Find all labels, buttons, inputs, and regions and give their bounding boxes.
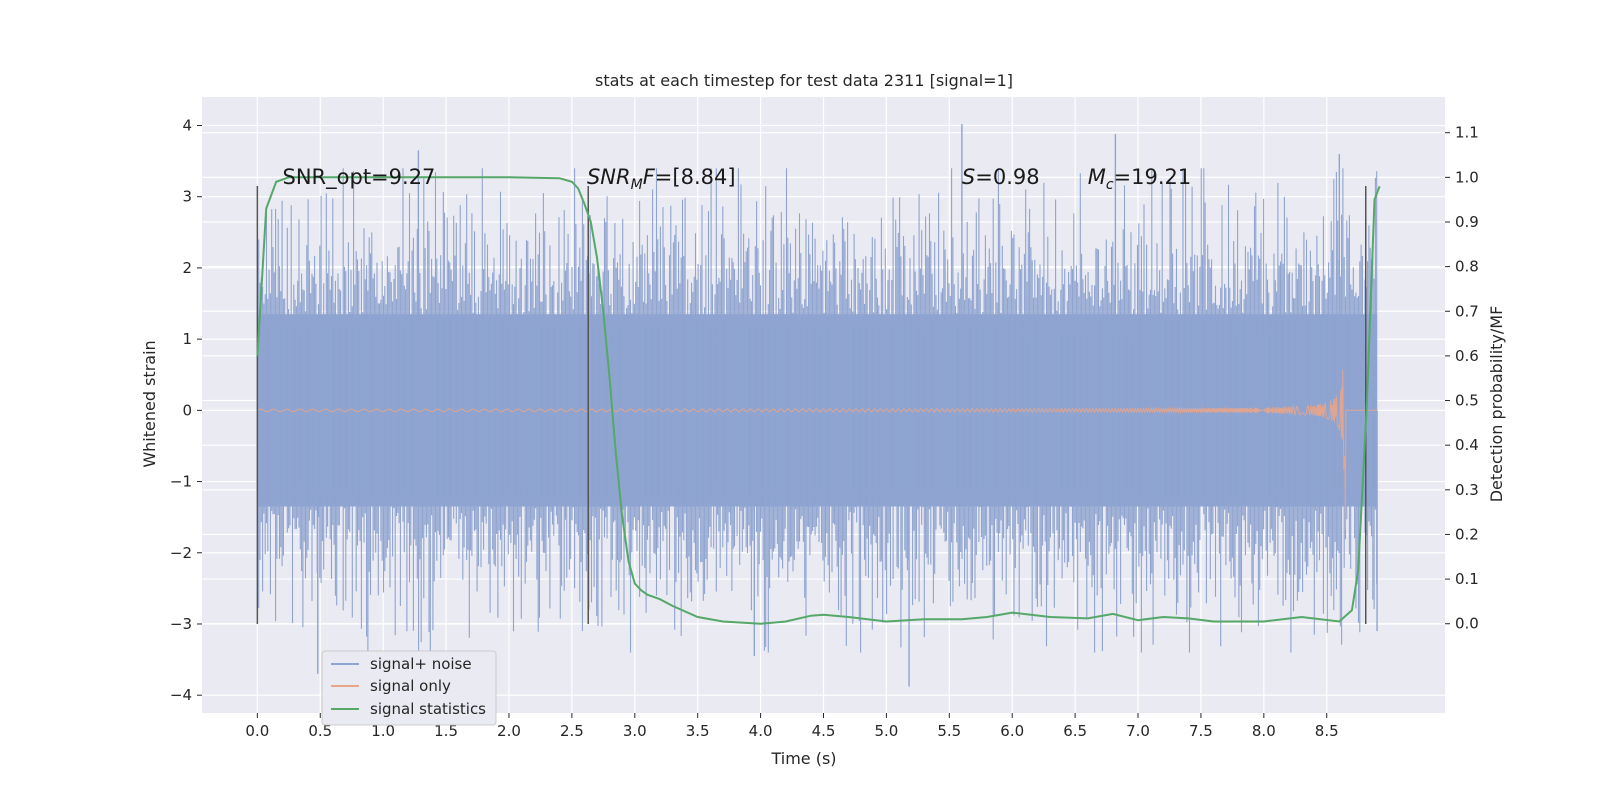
- series-signal-only: [257, 369, 1378, 530]
- x-tick-label-7: 3.5: [686, 722, 710, 740]
- x-axis-ticks: 0.0 0.5 1.0 1.5 2.0 2.5 3.0 3.5 4.0 4.5 5.0 5.5 6.0 6…: [245, 713, 1339, 740]
- x-tick-label-5: 2.5: [560, 722, 584, 740]
- x-tick-label-9: 4.5: [812, 722, 836, 740]
- legend-box: [321, 650, 497, 726]
- y-axis-ticks: −4 −3 −2 −1 0 1 2 3 4: [170, 116, 202, 704]
- y-axis-right-label: Detection probability/MF: [1487, 306, 1506, 503]
- vertical-markers: [256, 186, 1367, 624]
- y-right-tick-label-8: 0.8: [1455, 258, 1479, 276]
- y-right-tick-label-3: 0.3: [1455, 481, 1479, 499]
- annotations: SNR_opt=9.27 SNRMF=[8.84] S=0.98 Mc=19.21: [283, 165, 1192, 193]
- y-tick-label-5: 1: [182, 330, 192, 348]
- y-right-tick-label-6: 0.6: [1455, 347, 1479, 365]
- chart-title: stats at each timestep for test data 231…: [595, 71, 1013, 90]
- y-right-tick-label-7: 0.7: [1455, 302, 1479, 320]
- annotation-0: SNR_opt=9.27: [283, 165, 436, 190]
- x-tick-label-4: 2.0: [497, 722, 521, 740]
- y-right-tick-label-1: 0.1: [1455, 570, 1479, 588]
- y-axis-right-ticks: 0.0 0.1 0.2 0.3 0.4 0.5 0.6 0.7 0.8 0.9 1.0 1.1: [1445, 124, 1479, 633]
- y-tick-label-7: 3: [182, 188, 192, 206]
- x-axis-label: Time (s): [770, 749, 836, 768]
- x-tick-label-0: 0.0: [245, 722, 269, 740]
- y-tick-label-0: −4: [170, 686, 192, 704]
- x-tick-label-15: 7.5: [1189, 722, 1213, 740]
- series-signal-statistics: [256, 176, 1381, 625]
- y-tick-label-4: 0: [182, 401, 192, 419]
- y-tick-label-8: 4: [182, 116, 192, 134]
- x-tick-label-3: 1.5: [434, 722, 458, 740]
- annotation-2: S=0.98: [962, 165, 1040, 189]
- y-right-tick-label-0: 0.0: [1455, 615, 1479, 633]
- y-right-tick-label-10: 1.0: [1455, 168, 1479, 186]
- y-tick-label-6: 2: [182, 259, 192, 277]
- x-tick-label-14: 7.0: [1126, 722, 1150, 740]
- y-right-tick-label-4: 0.4: [1455, 436, 1479, 454]
- x-tick-label-13: 6.5: [1063, 722, 1087, 740]
- y-axis-label: Whitened strain: [140, 340, 159, 467]
- y-right-tick-label-9: 0.9: [1455, 213, 1479, 231]
- x-tick-label-6: 3.0: [623, 722, 647, 740]
- x-tick-label-2: 1.0: [371, 722, 395, 740]
- y-tick-label-3: −1: [170, 473, 192, 491]
- y-tick-label-1: −3: [170, 615, 192, 633]
- y-right-tick-label-5: 0.5: [1455, 392, 1479, 410]
- x-tick-label-1: 0.5: [308, 722, 332, 740]
- x-tick-label-11: 5.5: [937, 722, 961, 740]
- legend: signal+ noise signal only signal statist…: [321, 650, 497, 726]
- y-right-tick-label-2: 0.2: [1455, 525, 1479, 543]
- annotation-1: SNRMF=[8.84]: [587, 165, 736, 193]
- annotation-3: Mc=19.21: [1088, 165, 1192, 193]
- y-tick-label-2: −2: [170, 544, 192, 562]
- x-tick-label-17: 8.5: [1315, 722, 1339, 740]
- legend-entry-noise: signal+ noise: [370, 655, 472, 673]
- signal-chirp-path: [257, 369, 1378, 530]
- legend-entry-stats: signal statistics: [370, 700, 486, 718]
- y-right-tick-label-11: 1.1: [1455, 124, 1479, 142]
- x-tick-label-16: 8.0: [1252, 722, 1276, 740]
- legend-entry-signal: signal only: [370, 677, 451, 695]
- x-tick-label-10: 5.0: [874, 722, 898, 740]
- x-tick-label-12: 6.0: [1000, 722, 1024, 740]
- x-tick-label-8: 4.0: [749, 722, 773, 740]
